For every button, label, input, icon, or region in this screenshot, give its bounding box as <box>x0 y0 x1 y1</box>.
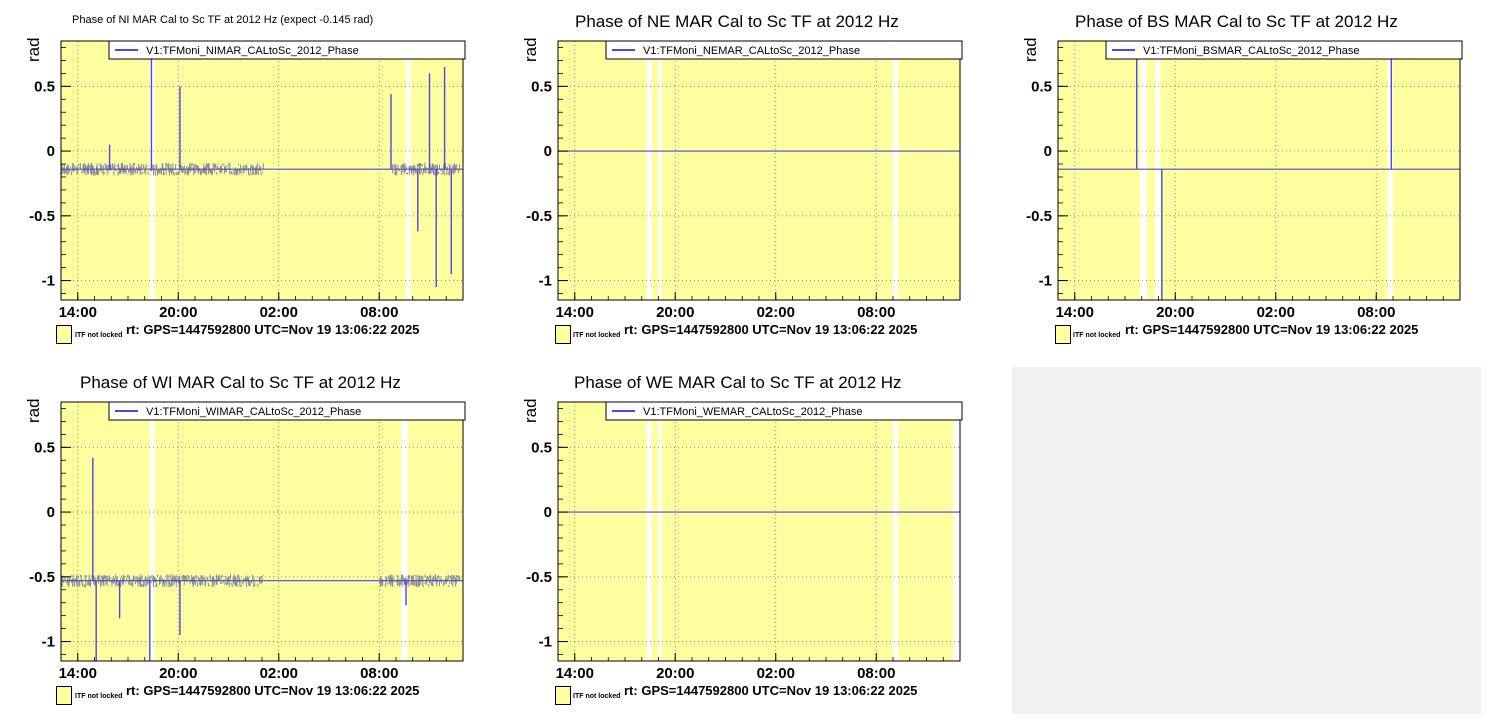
x-tick-label: 02:00 <box>1257 304 1295 320</box>
plot-area: 14:00 20:00 02:00 08:00 0.5 0 -0.5 -1 V1:TFMoni_… <box>1026 40 1463 320</box>
x-tick-label: 20:00 <box>656 665 694 681</box>
plot-area: 14:00 20:00 02:00 08:00 0.5 0 -0.5 -1 V1:TFMoni_… <box>526 401 963 681</box>
unlocked-region <box>61 402 463 661</box>
legend-box <box>108 40 466 60</box>
plot-area: 14:00 20:00 02:00 08:00 0.5 0 -0.5 -1 V1:TFMoni_… <box>526 40 963 320</box>
x-tick-label: 20:00 <box>159 665 197 681</box>
locked-gap <box>646 402 652 661</box>
start-time-label: rt: GPS=1447592800 UTC=Nov 19 13:06:22 2… <box>1125 322 1419 337</box>
y-tick-label: -0.5 <box>29 208 55 225</box>
itf-unlocked-label: ITF not locked <box>1072 332 1122 339</box>
legend-label: V1:TFMoni_WEMAR_CALtoSc_2012_Phase <box>643 406 863 418</box>
locked-gap <box>658 402 662 661</box>
locked-gap <box>149 41 155 300</box>
chart-title: Phase of NI MAR Cal to Sc TF at 2012 Hz … <box>72 14 374 26</box>
x-tick-label: 08:00 <box>360 304 398 320</box>
y-tick-label: 0 <box>47 504 55 521</box>
y-tick-label: 0.5 <box>34 439 55 456</box>
legend-box <box>605 40 963 60</box>
chart-title: Phase of WE MAR Cal to Sc TF at 2012 Hz <box>574 373 902 392</box>
locked-gap <box>893 41 899 300</box>
y-tick-label: -0.5 <box>526 569 552 586</box>
itf-unlocked-swatch <box>555 325 571 344</box>
x-tick-label: 02:00 <box>757 304 795 320</box>
legend-label: V1:TFMoni_WIMAR_CALtoSc_2012_Phase <box>146 406 361 418</box>
y-tick-label: -0.5 <box>1026 208 1052 225</box>
itf-unlocked-label: ITF not locked <box>572 332 622 339</box>
x-tick-label: 20:00 <box>656 304 694 320</box>
y-tick-label: 0 <box>544 143 552 160</box>
legend-box <box>1105 40 1463 60</box>
x-tick-label: 14:00 <box>556 665 594 681</box>
locked-gap <box>893 402 899 661</box>
unlocked-region <box>558 41 960 300</box>
unlocked-region <box>1058 41 1460 300</box>
x-tick-label: 02:00 <box>260 304 298 320</box>
y-tick-label: 0 <box>544 504 552 521</box>
legend-label: V1:TFMoni_BSMAR_CALtoSc_2012_Phase <box>1143 45 1359 57</box>
chart-title: Phase of BS MAR Cal to Sc TF at 2012 Hz <box>1075 12 1398 31</box>
x-tick-label: 20:00 <box>159 304 197 320</box>
x-tick-label: 08:00 <box>360 665 398 681</box>
y-tick-label: -0.5 <box>29 569 55 586</box>
itf-unlocked-swatch <box>555 686 571 705</box>
locked-gap <box>406 41 412 300</box>
y-tick-label: 0 <box>1044 143 1052 160</box>
x-tick-label: 14:00 <box>556 304 594 320</box>
y-tick-label: -1 <box>539 273 552 290</box>
x-tick-label: 08:00 <box>1357 304 1395 320</box>
y-tick-label: 0.5 <box>531 78 552 95</box>
locked-gap <box>401 402 408 661</box>
start-time-label: rt: GPS=1447592800 UTC=Nov 19 13:06:22 2… <box>126 322 420 337</box>
x-tick-label: 14:00 <box>1056 304 1094 320</box>
itf-unlocked-swatch <box>56 325 72 344</box>
y-tick-label: -1 <box>42 634 55 651</box>
y-tick-label: -1 <box>1039 273 1052 290</box>
plot-area: 14:00 20:00 02:00 08:00 0.5 0 -0.5 -1 V1:TFMoni_… <box>29 40 466 320</box>
y-tick-label: -1 <box>42 273 55 290</box>
start-time-label: rt: GPS=1447592800 UTC=Nov 19 13:06:22 2… <box>624 322 918 337</box>
y-tick-label: -0.5 <box>526 208 552 225</box>
locked-gap <box>149 402 155 661</box>
y-tick-label: 0.5 <box>531 439 552 456</box>
locked-gap <box>953 402 960 661</box>
chart-title: Phase of NE MAR Cal to Sc TF at 2012 Hz <box>575 12 899 31</box>
x-tick-label: 14:00 <box>59 304 97 320</box>
y-tick-label: 0.5 <box>1031 78 1052 95</box>
itf-unlocked-label: ITF not locked <box>74 693 124 700</box>
x-tick-label: 08:00 <box>857 665 895 681</box>
locked-gap <box>1140 41 1147 300</box>
locked-gap <box>658 41 662 300</box>
locked-gap <box>646 41 652 300</box>
x-tick-label: 02:00 <box>260 665 298 681</box>
start-time-label: rt: GPS=1447592800 UTC=Nov 19 13:06:22 2… <box>126 683 420 698</box>
itf-unlocked-label: ITF not locked <box>572 693 622 700</box>
legend-label: V1:TFMoni_NEMAR_CALtoSc_2012_Phase <box>643 45 860 57</box>
x-tick-label: 08:00 <box>857 304 895 320</box>
itf-unlocked-label: ITF not locked <box>74 332 124 339</box>
legend-label: V1:TFMoni_NIMAR_CALtoSc_2012_Phase <box>146 45 359 57</box>
y-tick-label: 0.5 <box>34 78 55 95</box>
panel-ni: Phase of NI MAR Cal to Sc TF at 2012 Hz … <box>0 0 496 360</box>
x-tick-label: 14:00 <box>59 665 97 681</box>
locked-gap <box>1387 41 1393 300</box>
y-tick-label: -1 <box>539 634 552 651</box>
chart-title: Phase of WI MAR Cal to Sc TF at 2012 Hz <box>80 373 401 392</box>
empty-pad <box>1012 367 1481 714</box>
locked-gap <box>1155 41 1161 300</box>
x-tick-label: 20:00 <box>1156 304 1194 320</box>
panel-wi: Phase of WI MAR Cal to Sc TF at 2012 Hz … <box>0 361 496 721</box>
plot-area: 14:00 20:00 02:00 08:00 0.5 0 -0.5 -1 V1:TFMoni_… <box>29 401 466 681</box>
legend-box <box>108 401 466 421</box>
panel-bs: Phase of BS MAR Cal to Sc TF at 2012 Hz … <box>997 0 1493 360</box>
start-time-label: rt: GPS=1447592800 UTC=Nov 19 13:06:22 2… <box>624 683 918 698</box>
itf-unlocked-swatch <box>1055 325 1071 344</box>
legend-box <box>605 401 963 421</box>
unlocked-region <box>558 402 960 661</box>
panel-ne: Phase of NE MAR Cal to Sc TF at 2012 Hz … <box>497 0 993 360</box>
y-tick-label: 0 <box>47 143 55 160</box>
panel-we: Phase of WE MAR Cal to Sc TF at 2012 Hz … <box>497 361 993 721</box>
itf-unlocked-swatch <box>56 686 72 705</box>
x-tick-label: 02:00 <box>757 665 795 681</box>
